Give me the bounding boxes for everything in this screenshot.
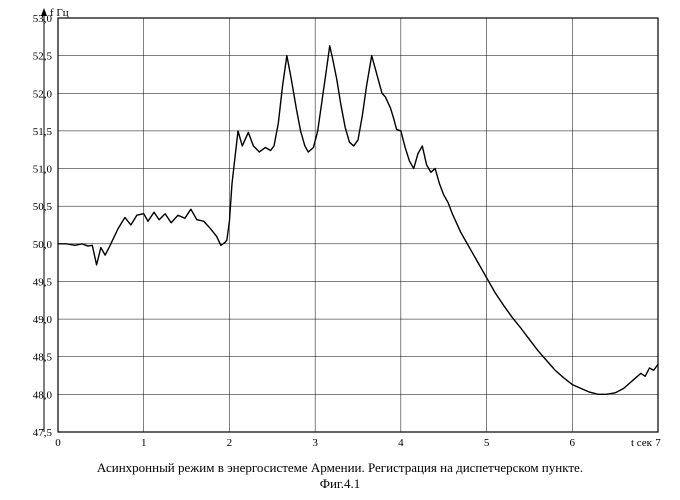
svg-text:50,0: 50,0	[33, 239, 53, 251]
svg-text:t сек: t сек	[631, 437, 653, 449]
line-chart: 47,5 48,0 48,5 49,0 49,5 50,0 50,5 51,0 51,5 52,0…	[0, 0, 680, 454]
svg-text:6: 6	[570, 437, 576, 449]
svg-text:0: 0	[55, 437, 61, 449]
svg-text:1: 1	[141, 437, 147, 449]
svg-text:49,5: 49,5	[33, 276, 53, 288]
svg-text:48,0: 48,0	[33, 389, 53, 401]
svg-text:4: 4	[398, 437, 404, 449]
svg-text:48,5: 48,5	[33, 352, 53, 364]
caption-line-2: Фиг.4.1	[0, 476, 680, 492]
svg-text:47,5: 47,5	[33, 427, 53, 439]
caption-line-1: Асинхронный режим в энергосистеме Армени…	[0, 460, 680, 476]
svg-text:52,5: 52,5	[33, 51, 53, 63]
svg-text:49,0: 49,0	[33, 314, 53, 326]
svg-text:2: 2	[227, 437, 233, 449]
svg-text:7: 7	[655, 437, 661, 449]
figure-container: 47,5 48,0 48,5 49,0 49,5 50,0 50,5 51,0 51,5 52,0…	[0, 0, 680, 500]
svg-text:52,0: 52,0	[33, 88, 53, 100]
svg-text:50,5: 50,5	[33, 201, 53, 213]
svg-text:3: 3	[312, 437, 318, 449]
svg-text:51,0: 51,0	[33, 164, 53, 176]
svg-text:f Гц: f Гц	[50, 7, 69, 19]
svg-text:5: 5	[484, 437, 490, 449]
svg-text:51,5: 51,5	[33, 126, 53, 138]
